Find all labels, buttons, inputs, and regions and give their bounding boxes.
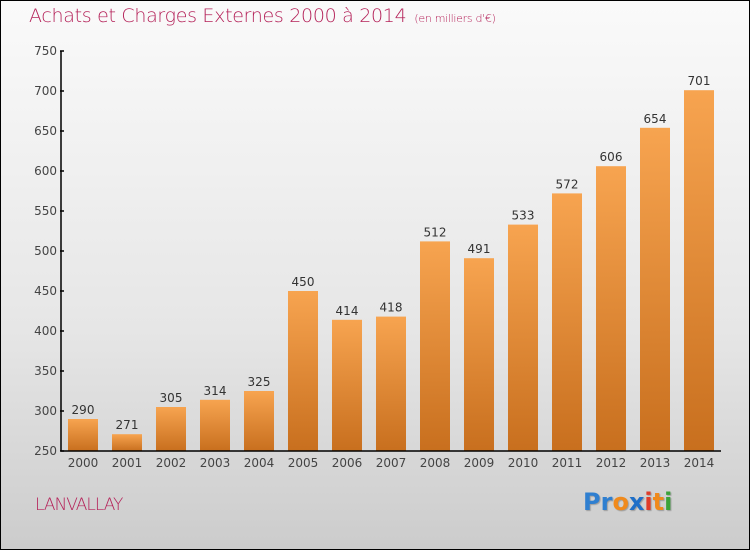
logo-letter: i xyxy=(644,488,653,516)
bar-2002 xyxy=(156,407,186,451)
logo-letter: o xyxy=(612,488,629,516)
x-tick-label-2010: 2010 xyxy=(508,456,539,470)
logo-letter: x xyxy=(628,488,645,516)
bar-2008 xyxy=(420,241,450,451)
x-tick-label-2008: 2008 xyxy=(420,456,451,470)
city-name: LANVALLAY xyxy=(35,495,123,515)
logo-letter: t xyxy=(652,488,665,516)
y-tick-label-550: 550 xyxy=(34,204,57,218)
x-tick-label-2014: 2014 xyxy=(684,456,715,470)
chart-title-text: Achats et Charges Externes 2000 à 2014 xyxy=(29,5,407,27)
value-label-2010: 533 xyxy=(512,209,535,223)
bar-2000 xyxy=(68,419,98,451)
bar-2001 xyxy=(112,434,142,451)
y-tick-label-600: 600 xyxy=(34,164,57,178)
y-tick-label-450: 450 xyxy=(34,284,57,298)
value-label-2007: 418 xyxy=(380,301,403,315)
y-tick-label-300: 300 xyxy=(34,404,57,418)
logo-letter: r xyxy=(600,488,613,516)
value-label-2004: 325 xyxy=(248,375,271,389)
chart-title: Achats et Charges Externes 2000 à 2014 (e… xyxy=(29,5,496,27)
bar-2010 xyxy=(508,224,538,451)
x-tick-label-2011: 2011 xyxy=(552,456,583,470)
axes-group: 2000 2001 2002 2003 2004 2005 2006 2007 2008 2009… xyxy=(34,44,721,470)
value-label-2003: 314 xyxy=(204,384,227,398)
value-label-2009: 491 xyxy=(468,242,491,256)
x-tick-label-2004: 2004 xyxy=(244,456,275,470)
value-label-2011: 572 xyxy=(556,177,579,191)
value-label-2001: 271 xyxy=(116,418,139,432)
x-tick-label-2009: 2009 xyxy=(464,456,495,470)
x-tick-label-2001: 2001 xyxy=(112,456,143,470)
bar-2011 xyxy=(552,193,582,451)
bar-2012 xyxy=(596,166,626,451)
value-label-2000: 290 xyxy=(72,403,95,417)
y-tick-label-400: 400 xyxy=(34,324,57,338)
x-tick-label-2002: 2002 xyxy=(156,456,187,470)
proxiti-logo: Proxiti xyxy=(583,488,672,516)
value-label-2012: 606 xyxy=(600,150,623,164)
x-tick-label-2003: 2003 xyxy=(200,456,231,470)
value-label-2008: 512 xyxy=(424,225,447,239)
y-tick-label-700: 700 xyxy=(34,84,57,98)
value-label-2002: 305 xyxy=(160,391,183,405)
y-tick-label-650: 650 xyxy=(34,124,57,138)
x-tick-label-2000: 2000 xyxy=(68,456,99,470)
y-tick-label-500: 500 xyxy=(34,244,57,258)
logo-letter: i xyxy=(664,488,673,516)
x-tick-label-2005: 2005 xyxy=(288,456,319,470)
bar-2014 xyxy=(684,90,714,451)
bar-2007 xyxy=(376,316,406,451)
bar-2009 xyxy=(464,258,494,451)
value-label-2014: 701 xyxy=(688,74,711,88)
bar-2005 xyxy=(288,291,318,451)
x-tick-label-2013: 2013 xyxy=(640,456,671,470)
y-tick-label-750: 750 xyxy=(34,44,57,58)
y-tick-label-250: 250 xyxy=(34,444,57,458)
x-tick-label-2007: 2007 xyxy=(376,456,407,470)
x-tick-label-2006: 2006 xyxy=(332,456,363,470)
bar-2006 xyxy=(332,319,362,451)
logo-letter: P xyxy=(583,488,601,516)
x-tick-label-2012: 2012 xyxy=(596,456,627,470)
bar-2004 xyxy=(244,391,274,451)
bar-2013 xyxy=(640,127,670,452)
bars-group: 290 271 305 314 325 450 414 418 512 491 533 572 606 6… xyxy=(68,74,714,452)
chart-subtitle: (en milliers d'€) xyxy=(414,12,496,25)
value-label-2006: 414 xyxy=(336,304,359,318)
y-tick-label-350: 350 xyxy=(34,364,57,378)
value-label-2005: 450 xyxy=(292,275,315,289)
value-label-2013: 654 xyxy=(644,112,667,126)
bar-2003 xyxy=(200,399,230,451)
